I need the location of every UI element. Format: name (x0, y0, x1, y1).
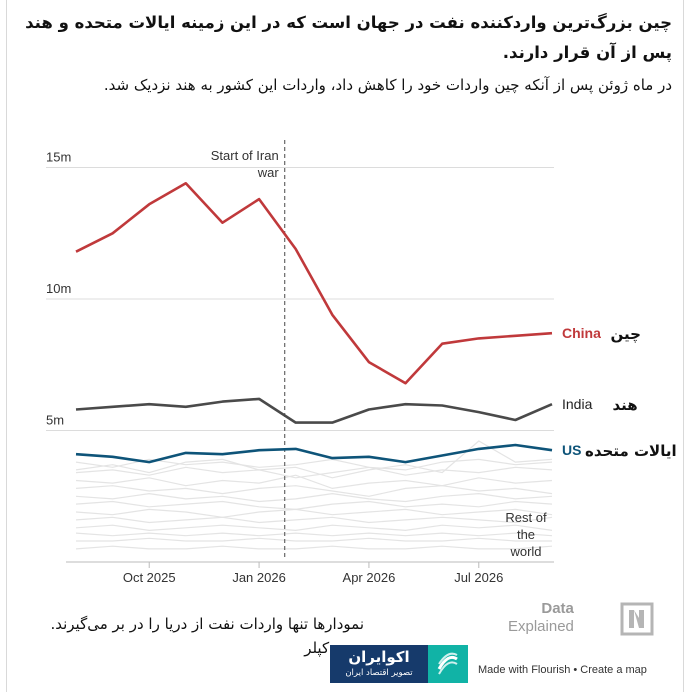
rest-of-world-line (75, 508, 553, 518)
rest-of-world-line (75, 485, 553, 497)
watermark-line2: Explained (508, 618, 574, 635)
footnote: نمودارها تنها واردات نفت از دریا را در ب… (24, 612, 364, 660)
y-tick-label: 15m (46, 150, 71, 165)
rest-of-world-line (76, 537, 552, 542)
x-tick-label: Jul 2026 (454, 570, 503, 585)
data-explained-logo-icon (620, 602, 654, 636)
rest-of-world-line (75, 492, 553, 503)
flourish-credit-link[interactable]: Made with Flourish • Create a map (478, 664, 647, 676)
iran-war-annotation-label: Start of Iran war (211, 148, 280, 180)
chart-frame (6, 0, 684, 692)
rest-of-world-line (75, 545, 553, 550)
x-tick-label: Jan 2026 (232, 570, 286, 585)
rest-of-world-line (75, 466, 553, 479)
x-tick-label: Apr 2026 (343, 570, 396, 585)
rest-of-world-line (75, 440, 553, 479)
rest-of-world-line (75, 524, 553, 532)
footnote-note: نمودارها تنها واردات نفت از دریا را در ب… (50, 615, 364, 633)
series-label-fa-india: هند (613, 396, 638, 414)
series-label-fa-us: ایالات متحده (585, 442, 677, 460)
chart-subtitle: در ماه ژوئن پس از آنکه چین واردات خود را… (103, 76, 672, 94)
series-line-china (75, 182, 553, 385)
data-explained-watermark: Data Explained (508, 600, 654, 636)
logo-name: اکوایران (348, 648, 410, 666)
watermark-line1: Data (541, 600, 574, 617)
series-label-fa-china: چین (611, 325, 641, 344)
series-label-us: US (562, 442, 581, 458)
footnote-source: منبع: کپلر (304, 639, 364, 657)
rest-of-world-label: Rest of the world (505, 510, 547, 559)
rest-of-world-line (75, 532, 553, 537)
ecoiran-logo[interactable]: اکوایران تصویر اقتصاد ایران (330, 645, 468, 683)
logo-tagline: تصویر اقتصاد ایران (345, 668, 413, 678)
y-tick-label: 5m (46, 413, 64, 428)
rest-of-world-line (75, 516, 553, 524)
y-tick-label: 10m (46, 281, 71, 296)
rest-of-world-line (75, 500, 553, 511)
chart-title: چین بزرگ‌ترین واردکننده نفت در جهان است … (25, 13, 672, 62)
series-line-us (75, 443, 553, 464)
ecoiran-icon (428, 645, 468, 683)
series-label-china: China (562, 325, 601, 341)
series-label-india: India (562, 396, 593, 412)
series-line-india (75, 397, 553, 424)
rest-of-world-line (75, 474, 553, 490)
x-tick-label: Oct 2025 (123, 570, 176, 585)
